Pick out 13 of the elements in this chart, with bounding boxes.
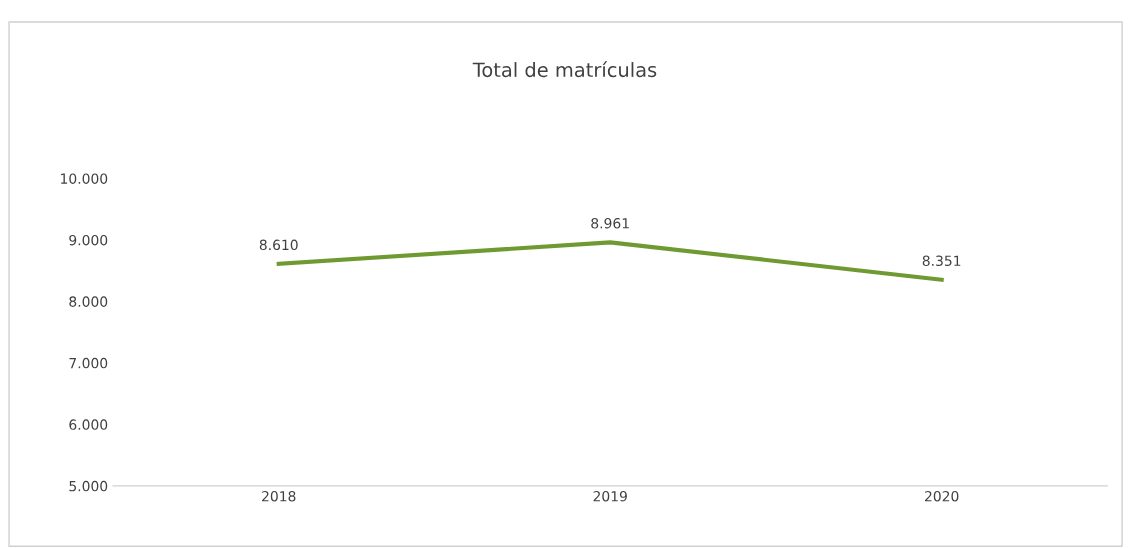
y-tick-label: 9.000 (69, 234, 108, 246)
chart-title: Total de matrículas (472, 61, 657, 78)
data-label: 8.961 (591, 218, 629, 229)
x-tick-label: 2018 (262, 490, 296, 502)
x-tick-label: 2020 (925, 490, 959, 502)
y-tick-label: 7.000 (69, 357, 108, 369)
data-label: 8.610 (259, 239, 298, 251)
y-tick-label: 6.000 (69, 419, 108, 430)
y-tick-label: 8.000 (69, 296, 108, 307)
x-tick-label: 2019 (593, 490, 627, 502)
data-label: 8.351 (922, 255, 961, 267)
y-tick-label: 10.000 (61, 173, 108, 184)
y-tick-label: 5.000 (69, 480, 108, 492)
